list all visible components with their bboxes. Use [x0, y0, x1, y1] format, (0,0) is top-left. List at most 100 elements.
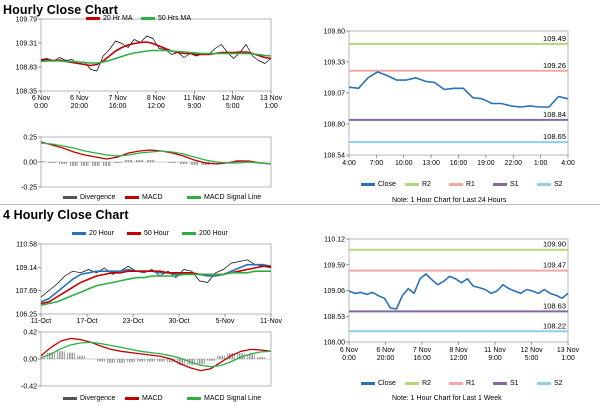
four-hourly-chart-title: 4 Hourly Close Chart — [3, 208, 129, 222]
hourly-macd-legend-divergence: Divergence — [63, 194, 115, 201]
section-divider — [0, 204, 600, 205]
hourly_pivot-ytick-label: 108.54 — [324, 153, 346, 160]
hourly_price-ytick-label: 108.35 — [16, 89, 38, 96]
legend-swatch — [493, 183, 507, 186]
four_hourly_pivot-xtick-label: 9:00 — [488, 355, 502, 362]
hourly-price-legend-20-hr-ma: 20 Hr MA — [86, 15, 133, 22]
hourly_price-xtick-label: 11 Nov — [183, 95, 205, 102]
legend-label: R1 — [466, 181, 475, 188]
four_hourly_macd-series-macd-signal-line — [40, 341, 272, 368]
legend-swatch — [493, 382, 507, 385]
legend-swatch — [537, 183, 551, 186]
four_hourly_pivot-xtick-label: 13 Nov — [557, 347, 580, 354]
hourly_macd-series-macd — [40, 141, 272, 165]
four_hourly_pivot-series-close — [348, 273, 569, 310]
legend-label: Divergence — [80, 194, 116, 201]
hourly_pivot-level-label-s1: 108.84 — [543, 110, 566, 119]
hourly_pivot-ytick-label: 109.07 — [324, 91, 346, 98]
legend-label: 20 Hour — [89, 230, 114, 237]
legend-swatch — [187, 397, 201, 400]
four_hourly_pivot-xtick-label: 11 Nov — [484, 347, 506, 354]
four_hourly_pivot-xtick-label: 8 Nov — [449, 347, 468, 354]
four-hourly-price-legend-20-hour: 20 Hour — [72, 230, 114, 237]
legend-label: S1 — [510, 380, 519, 387]
four_hourly_pivot-level-label-s1: 108.63 — [543, 301, 566, 310]
four_hourly_price-ytick-label: 106.25 — [16, 312, 38, 319]
hourly_pivot-xtick-label: 13:00 — [422, 160, 440, 167]
hourly_macd-ytick-label: -0.25 — [21, 185, 37, 192]
hourly_price-ytick-label: 108.83 — [16, 65, 38, 72]
chart-note: Note: 1 Hour Chart for Last 24 Hours — [392, 197, 507, 204]
hourly_price-xtick-label: 1:00 — [264, 103, 278, 110]
four_hourly_pivot-level-label-r2: 109.90 — [543, 240, 566, 249]
hourly_price-xtick-label: 9:00 — [188, 103, 202, 110]
hourly_pivot-xtick-label: 7:00 — [370, 160, 384, 167]
legend-swatch — [361, 382, 375, 385]
legend-label: Close — [378, 181, 396, 188]
four_hourly_price-xtick-label: 11-Nov — [260, 318, 283, 325]
four_hourly_macd-series-macd — [40, 337, 272, 372]
four_hourly_pivot-level-label-r1: 109.47 — [543, 261, 566, 270]
four_hourly_price-series-200-hour — [40, 270, 271, 306]
hourly_price-xtick-label: 8 Nov — [147, 95, 166, 102]
hourly_price-series-20-hr-ma — [40, 41, 272, 67]
four_hourly_pivot-ytick-label: 109.06 — [324, 288, 346, 295]
legend-swatch — [449, 382, 463, 385]
legend-label: R1 — [466, 380, 475, 387]
four_hourly_price-xtick-label: 30-Oct — [168, 318, 189, 325]
legend-label: 50 Hrs MA — [158, 15, 192, 22]
four_hourly_macd-ytick-label: 0.00 — [23, 357, 37, 364]
four_hourly_price-xtick-label: 23-Oct — [122, 318, 143, 325]
hourly-macd-legend-macd-signal-line: MACD Signal Line — [187, 194, 261, 201]
hourly_pivot-xtick-label: 22:00 — [504, 160, 522, 167]
four_hourly_pivot-level-label-s2: 108.22 — [543, 321, 566, 330]
chart-note: Note: 1 Hour Chart for Last 1 Week — [392, 395, 502, 402]
legend-swatch — [127, 232, 141, 235]
legend-label: S1 — [510, 181, 519, 188]
four-hourly-pivot-legend-s2: S2 — [537, 380, 563, 387]
hourly_macd-ytick-label: 0.25 — [23, 135, 37, 142]
legend-swatch — [125, 196, 139, 199]
four_hourly_pivot-xtick-label: 6 Nov — [340, 347, 359, 354]
legend-label: Divergence — [80, 395, 116, 402]
four-hourly-price-legend-50-hour: 50 Hour — [127, 230, 169, 237]
four-hourly-pivot-legend-s1: S1 — [493, 380, 519, 387]
legend-swatch — [141, 17, 155, 20]
hourly-pivot-legend-s1: S1 — [493, 181, 519, 188]
hourly_price-ytick-label: 109.79 — [16, 17, 38, 24]
four-hourly-pivot-legend-r1: R1 — [449, 380, 475, 387]
legend-swatch — [537, 382, 551, 385]
hourly_pivot-ytick-label: 109.33 — [324, 60, 346, 67]
legend-swatch — [187, 196, 201, 199]
four_hourly_price-ytick-label: 109.14 — [16, 265, 38, 272]
legend-swatch — [405, 183, 419, 186]
four_hourly_pivot-xtick-label: 0:00 — [342, 355, 356, 362]
hourly_pivot-ytick-label: 109.60 — [324, 29, 346, 36]
four_hourly_pivot-xtick-label: 16:00 — [413, 355, 431, 362]
hourly_price-plot-frame — [40, 18, 272, 92]
hourly_pivot-ytick-label: 108.80 — [324, 122, 346, 129]
four_hourly_pivot-xtick-label: 12 Nov — [520, 347, 543, 354]
hourly_price-xtick-label: 12 Nov — [222, 95, 245, 102]
hourly_price-xtick-label: 6 Nov — [70, 95, 89, 102]
legend-swatch — [63, 397, 77, 400]
hourly_pivot-series-close — [348, 71, 569, 108]
legend-label: MACD — [142, 194, 163, 201]
hourly_pivot-plot-frame — [348, 30, 569, 156]
four_hourly_macd-ytick-label: 0.42 — [23, 330, 37, 337]
legend-swatch — [86, 17, 100, 20]
hourly_pivot-xtick-label: 10:00 — [395, 160, 413, 167]
hourly_price-xtick-label: 12:00 — [147, 103, 165, 110]
legend-label: MACD Signal Line — [204, 395, 262, 402]
legend-swatch — [72, 232, 86, 235]
four-hourly-price-legend-200-hour: 200 Hour — [182, 230, 228, 237]
four_hourly_pivot-xtick-label: 20:00 — [377, 355, 395, 362]
legend-label: MACD — [142, 395, 163, 402]
four_hourly_price-ytick-label: 110.58 — [16, 242, 37, 249]
hourly_pivot-level-label-s2: 108.65 — [543, 132, 566, 141]
four_hourly_pivot-plot-frame — [348, 238, 569, 343]
hourly_price-xtick-label: 6 Nov — [32, 95, 51, 102]
four-hourly-pivot-legend-close: Close — [361, 380, 396, 387]
legend-label: 20 Hr MA — [103, 15, 133, 22]
hourly_pivot-level-label-r2: 109.49 — [543, 34, 566, 43]
